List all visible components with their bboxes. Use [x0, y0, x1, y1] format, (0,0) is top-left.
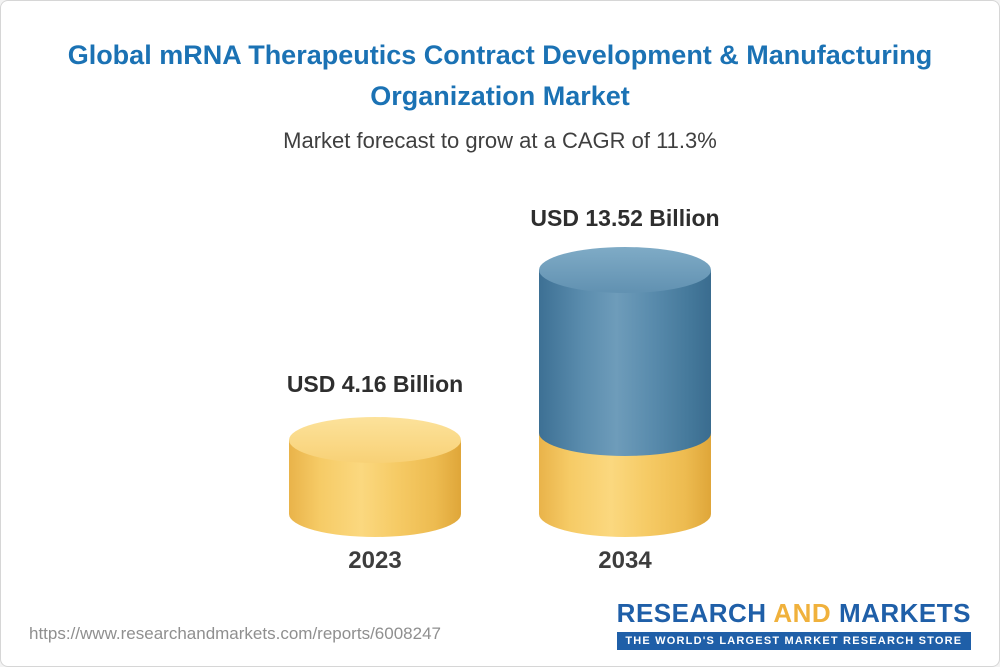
- page-subtitle: Market forecast to grow at a CAGR of 11.…: [283, 128, 717, 153]
- logo-tagline: THE WORLD'S LARGEST MARKET RESEARCH STOR…: [616, 632, 971, 650]
- cylinder-bar-2034: [539, 247, 711, 537]
- research-and-markets-logo: RESEARCH AND MARKETS THE WORLD'S LARGEST…: [616, 598, 971, 650]
- cylinder-2034-top-segment: [539, 270, 711, 456]
- cylinder-2023-top-cap: [289, 417, 461, 463]
- logo-word-markets: MARKETS: [838, 598, 971, 628]
- page-title: Global mRNA Therapeutics Contract Develo…: [67, 40, 933, 111]
- x-axis-label-2023: 2023: [348, 547, 402, 574]
- header: Global mRNA Therapeutics Contract Develo…: [1, 1, 999, 154]
- value-label-2023: USD 4.16 Billion: [286, 371, 464, 397]
- logo-wordmark: RESEARCH AND MARKETS: [617, 598, 971, 629]
- report-url: https://www.researchandmarkets.com/repor…: [29, 624, 441, 643]
- cylinder-bar-2023: [289, 417, 461, 537]
- logo-word-research: RESEARCH: [616, 598, 767, 628]
- cylinder-2034-top-cap: [539, 247, 711, 293]
- value-label-2034: USD 13.52 Billion: [530, 205, 720, 231]
- x-axis-label-2034: 2034: [598, 547, 652, 574]
- logo-word-and: AND: [773, 598, 832, 628]
